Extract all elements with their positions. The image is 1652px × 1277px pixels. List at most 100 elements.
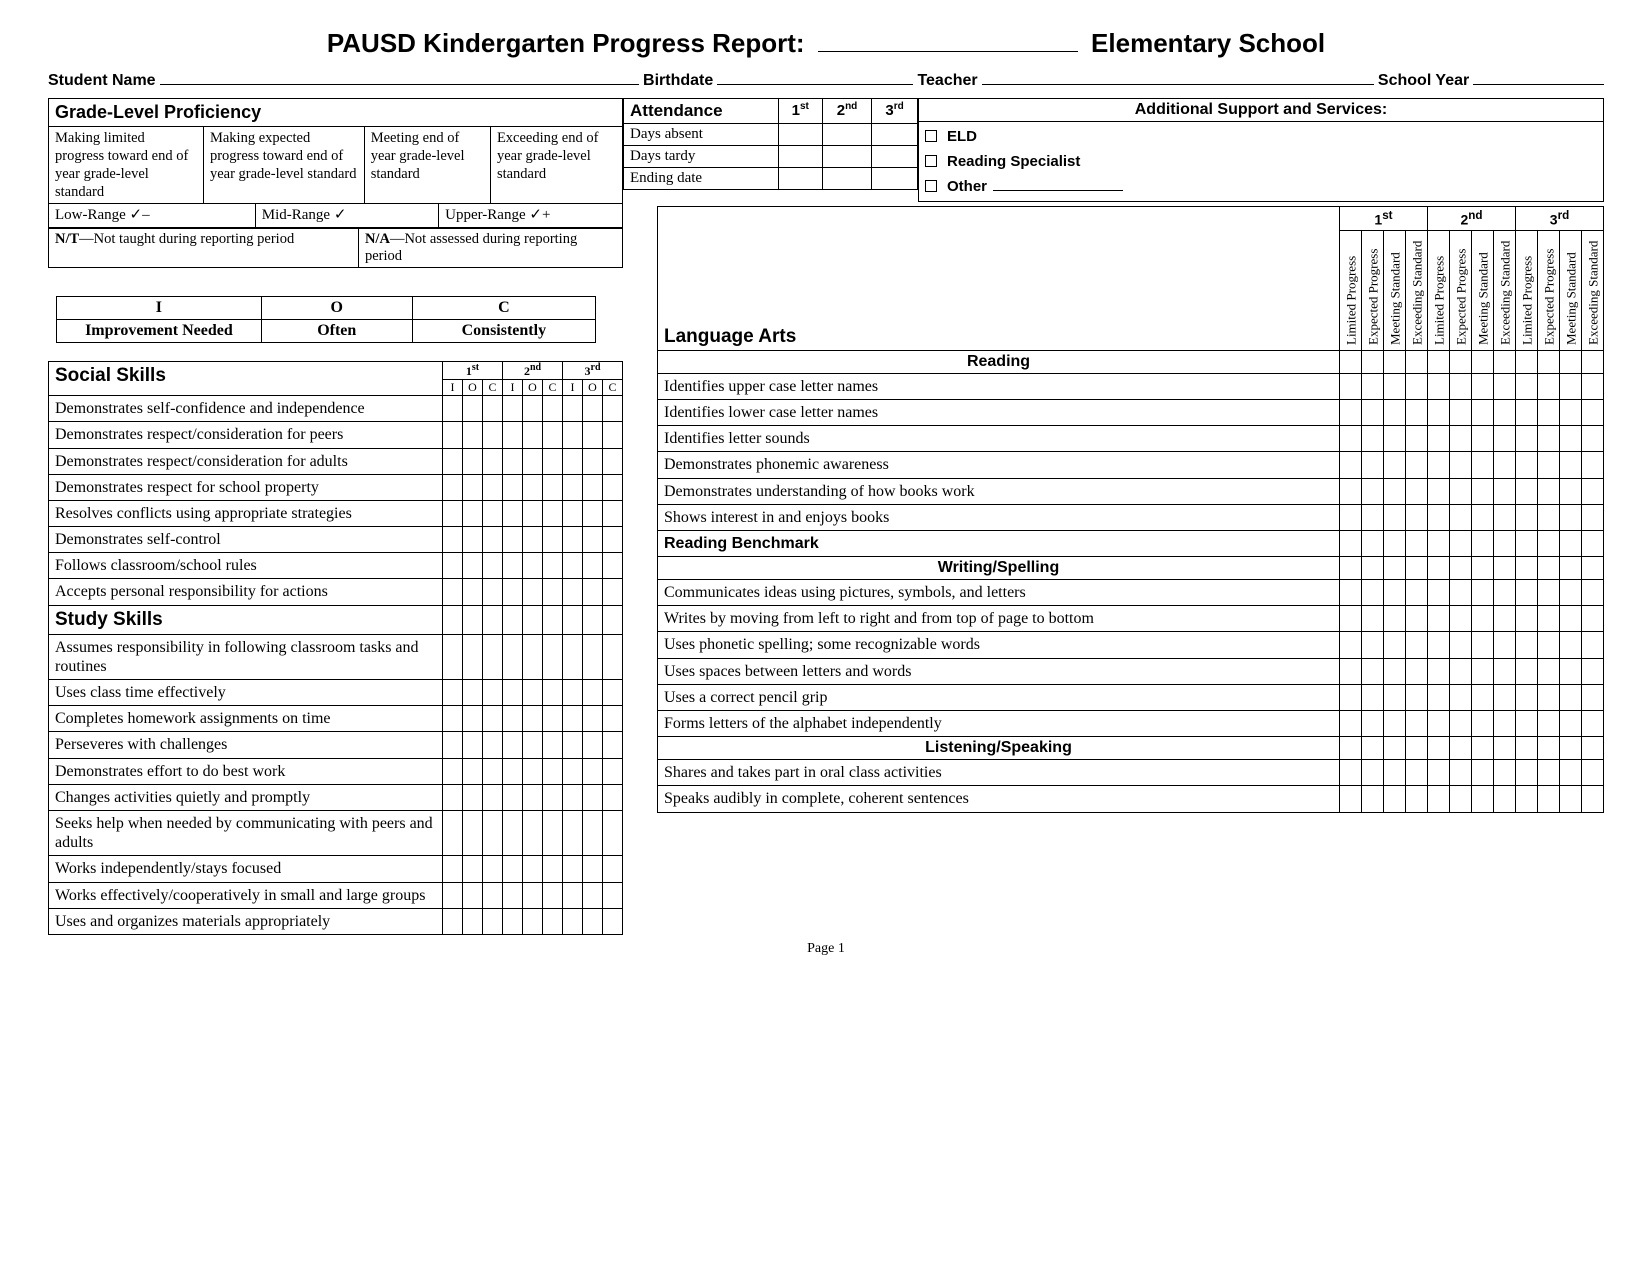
grade-cell[interactable]	[583, 784, 603, 810]
att-cell[interactable]	[778, 146, 822, 168]
grade-cell[interactable]	[523, 784, 543, 810]
grade-cell[interactable]	[1538, 557, 1560, 580]
grade-cell[interactable]	[1428, 530, 1450, 556]
school-year-blank[interactable]	[1473, 71, 1604, 85]
checkbox-icon[interactable]	[925, 130, 937, 142]
grade-cell[interactable]	[1450, 350, 1472, 373]
grade-cell[interactable]	[523, 732, 543, 758]
grade-cell[interactable]	[1362, 557, 1384, 580]
grade-cell[interactable]	[523, 527, 543, 553]
grade-cell[interactable]	[603, 810, 623, 855]
grade-cell[interactable]	[523, 680, 543, 706]
grade-cell[interactable]	[1384, 399, 1406, 425]
grade-cell[interactable]	[1472, 760, 1494, 786]
grade-cell[interactable]	[1472, 737, 1494, 760]
grade-cell[interactable]	[1450, 373, 1472, 399]
grade-cell[interactable]	[1538, 373, 1560, 399]
grade-cell[interactable]	[1494, 737, 1516, 760]
grade-cell[interactable]	[1384, 658, 1406, 684]
grade-cell[interactable]	[483, 706, 503, 732]
grade-cell[interactable]	[503, 680, 523, 706]
grade-cell[interactable]	[563, 758, 583, 784]
grade-cell[interactable]	[1472, 557, 1494, 580]
grade-cell[interactable]	[1384, 711, 1406, 737]
grade-cell[interactable]	[1538, 658, 1560, 684]
grade-cell[interactable]	[503, 500, 523, 526]
grade-cell[interactable]	[1516, 557, 1538, 580]
grade-cell[interactable]	[1362, 350, 1384, 373]
grade-cell[interactable]	[463, 500, 483, 526]
grade-cell[interactable]	[523, 553, 543, 579]
birthdate-blank[interactable]	[717, 71, 913, 85]
grade-cell[interactable]	[1428, 606, 1450, 632]
school-name-blank[interactable]	[818, 30, 1078, 52]
grade-cell[interactable]	[1560, 350, 1582, 373]
grade-cell[interactable]	[1428, 478, 1450, 504]
grade-cell[interactable]	[583, 706, 603, 732]
grade-cell[interactable]	[603, 706, 623, 732]
grade-cell[interactable]	[483, 474, 503, 500]
grade-cell[interactable]	[543, 634, 563, 679]
grade-cell[interactable]	[1362, 737, 1384, 760]
grade-cell[interactable]	[563, 856, 583, 882]
grade-cell[interactable]	[1582, 452, 1604, 478]
att-cell[interactable]	[822, 124, 871, 146]
grade-cell[interactable]	[443, 758, 463, 784]
grade-cell[interactable]	[1428, 580, 1450, 606]
grade-cell[interactable]	[523, 500, 543, 526]
grade-cell[interactable]	[563, 810, 583, 855]
grade-cell[interactable]	[1538, 711, 1560, 737]
grade-cell[interactable]	[1538, 684, 1560, 710]
grade-cell[interactable]	[463, 882, 483, 908]
grade-cell[interactable]	[463, 553, 483, 579]
grade-cell[interactable]	[1516, 711, 1538, 737]
grade-cell[interactable]	[463, 706, 483, 732]
grade-cell[interactable]	[1384, 684, 1406, 710]
grade-cell[interactable]	[1428, 632, 1450, 658]
grade-cell[interactable]	[1362, 478, 1384, 504]
grade-cell[interactable]	[543, 680, 563, 706]
grade-cell[interactable]	[1582, 786, 1604, 812]
grade-cell[interactable]	[483, 810, 503, 855]
grade-cell[interactable]	[443, 680, 463, 706]
grade-cell[interactable]	[1406, 530, 1428, 556]
grade-cell[interactable]	[523, 448, 543, 474]
grade-cell[interactable]	[1538, 350, 1560, 373]
grade-cell[interactable]	[463, 784, 483, 810]
grade-cell[interactable]	[543, 882, 563, 908]
grade-cell[interactable]	[603, 396, 623, 422]
grade-cell[interactable]	[603, 634, 623, 679]
grade-cell[interactable]	[1384, 350, 1406, 373]
grade-cell[interactable]	[1494, 530, 1516, 556]
grade-cell[interactable]	[1362, 452, 1384, 478]
grade-cell[interactable]	[1472, 580, 1494, 606]
grade-cell[interactable]	[563, 396, 583, 422]
grade-cell[interactable]	[463, 732, 483, 758]
grade-cell[interactable]	[1406, 452, 1428, 478]
grade-cell[interactable]	[1362, 658, 1384, 684]
grade-cell[interactable]	[603, 422, 623, 448]
grade-cell[interactable]	[1340, 530, 1362, 556]
grade-cell[interactable]	[543, 527, 563, 553]
grade-cell[interactable]	[1472, 786, 1494, 812]
student-name-blank[interactable]	[160, 71, 639, 85]
grade-cell[interactable]	[523, 706, 543, 732]
grade-cell[interactable]	[1362, 373, 1384, 399]
grade-cell[interactable]	[503, 784, 523, 810]
grade-cell[interactable]	[1516, 658, 1538, 684]
grade-cell[interactable]	[583, 579, 603, 605]
grade-cell[interactable]	[1406, 399, 1428, 425]
grade-cell[interactable]	[603, 856, 623, 882]
grade-cell[interactable]	[1362, 504, 1384, 530]
grade-cell[interactable]	[1472, 711, 1494, 737]
grade-cell[interactable]	[1340, 786, 1362, 812]
att-cell[interactable]	[872, 124, 918, 146]
grade-cell[interactable]	[1384, 737, 1406, 760]
grade-cell[interactable]	[1516, 684, 1538, 710]
grade-cell[interactable]	[443, 500, 463, 526]
grade-cell[interactable]	[1538, 580, 1560, 606]
grade-cell[interactable]	[1516, 478, 1538, 504]
grade-cell[interactable]	[563, 706, 583, 732]
grade-cell[interactable]	[603, 605, 623, 634]
grade-cell[interactable]	[483, 448, 503, 474]
